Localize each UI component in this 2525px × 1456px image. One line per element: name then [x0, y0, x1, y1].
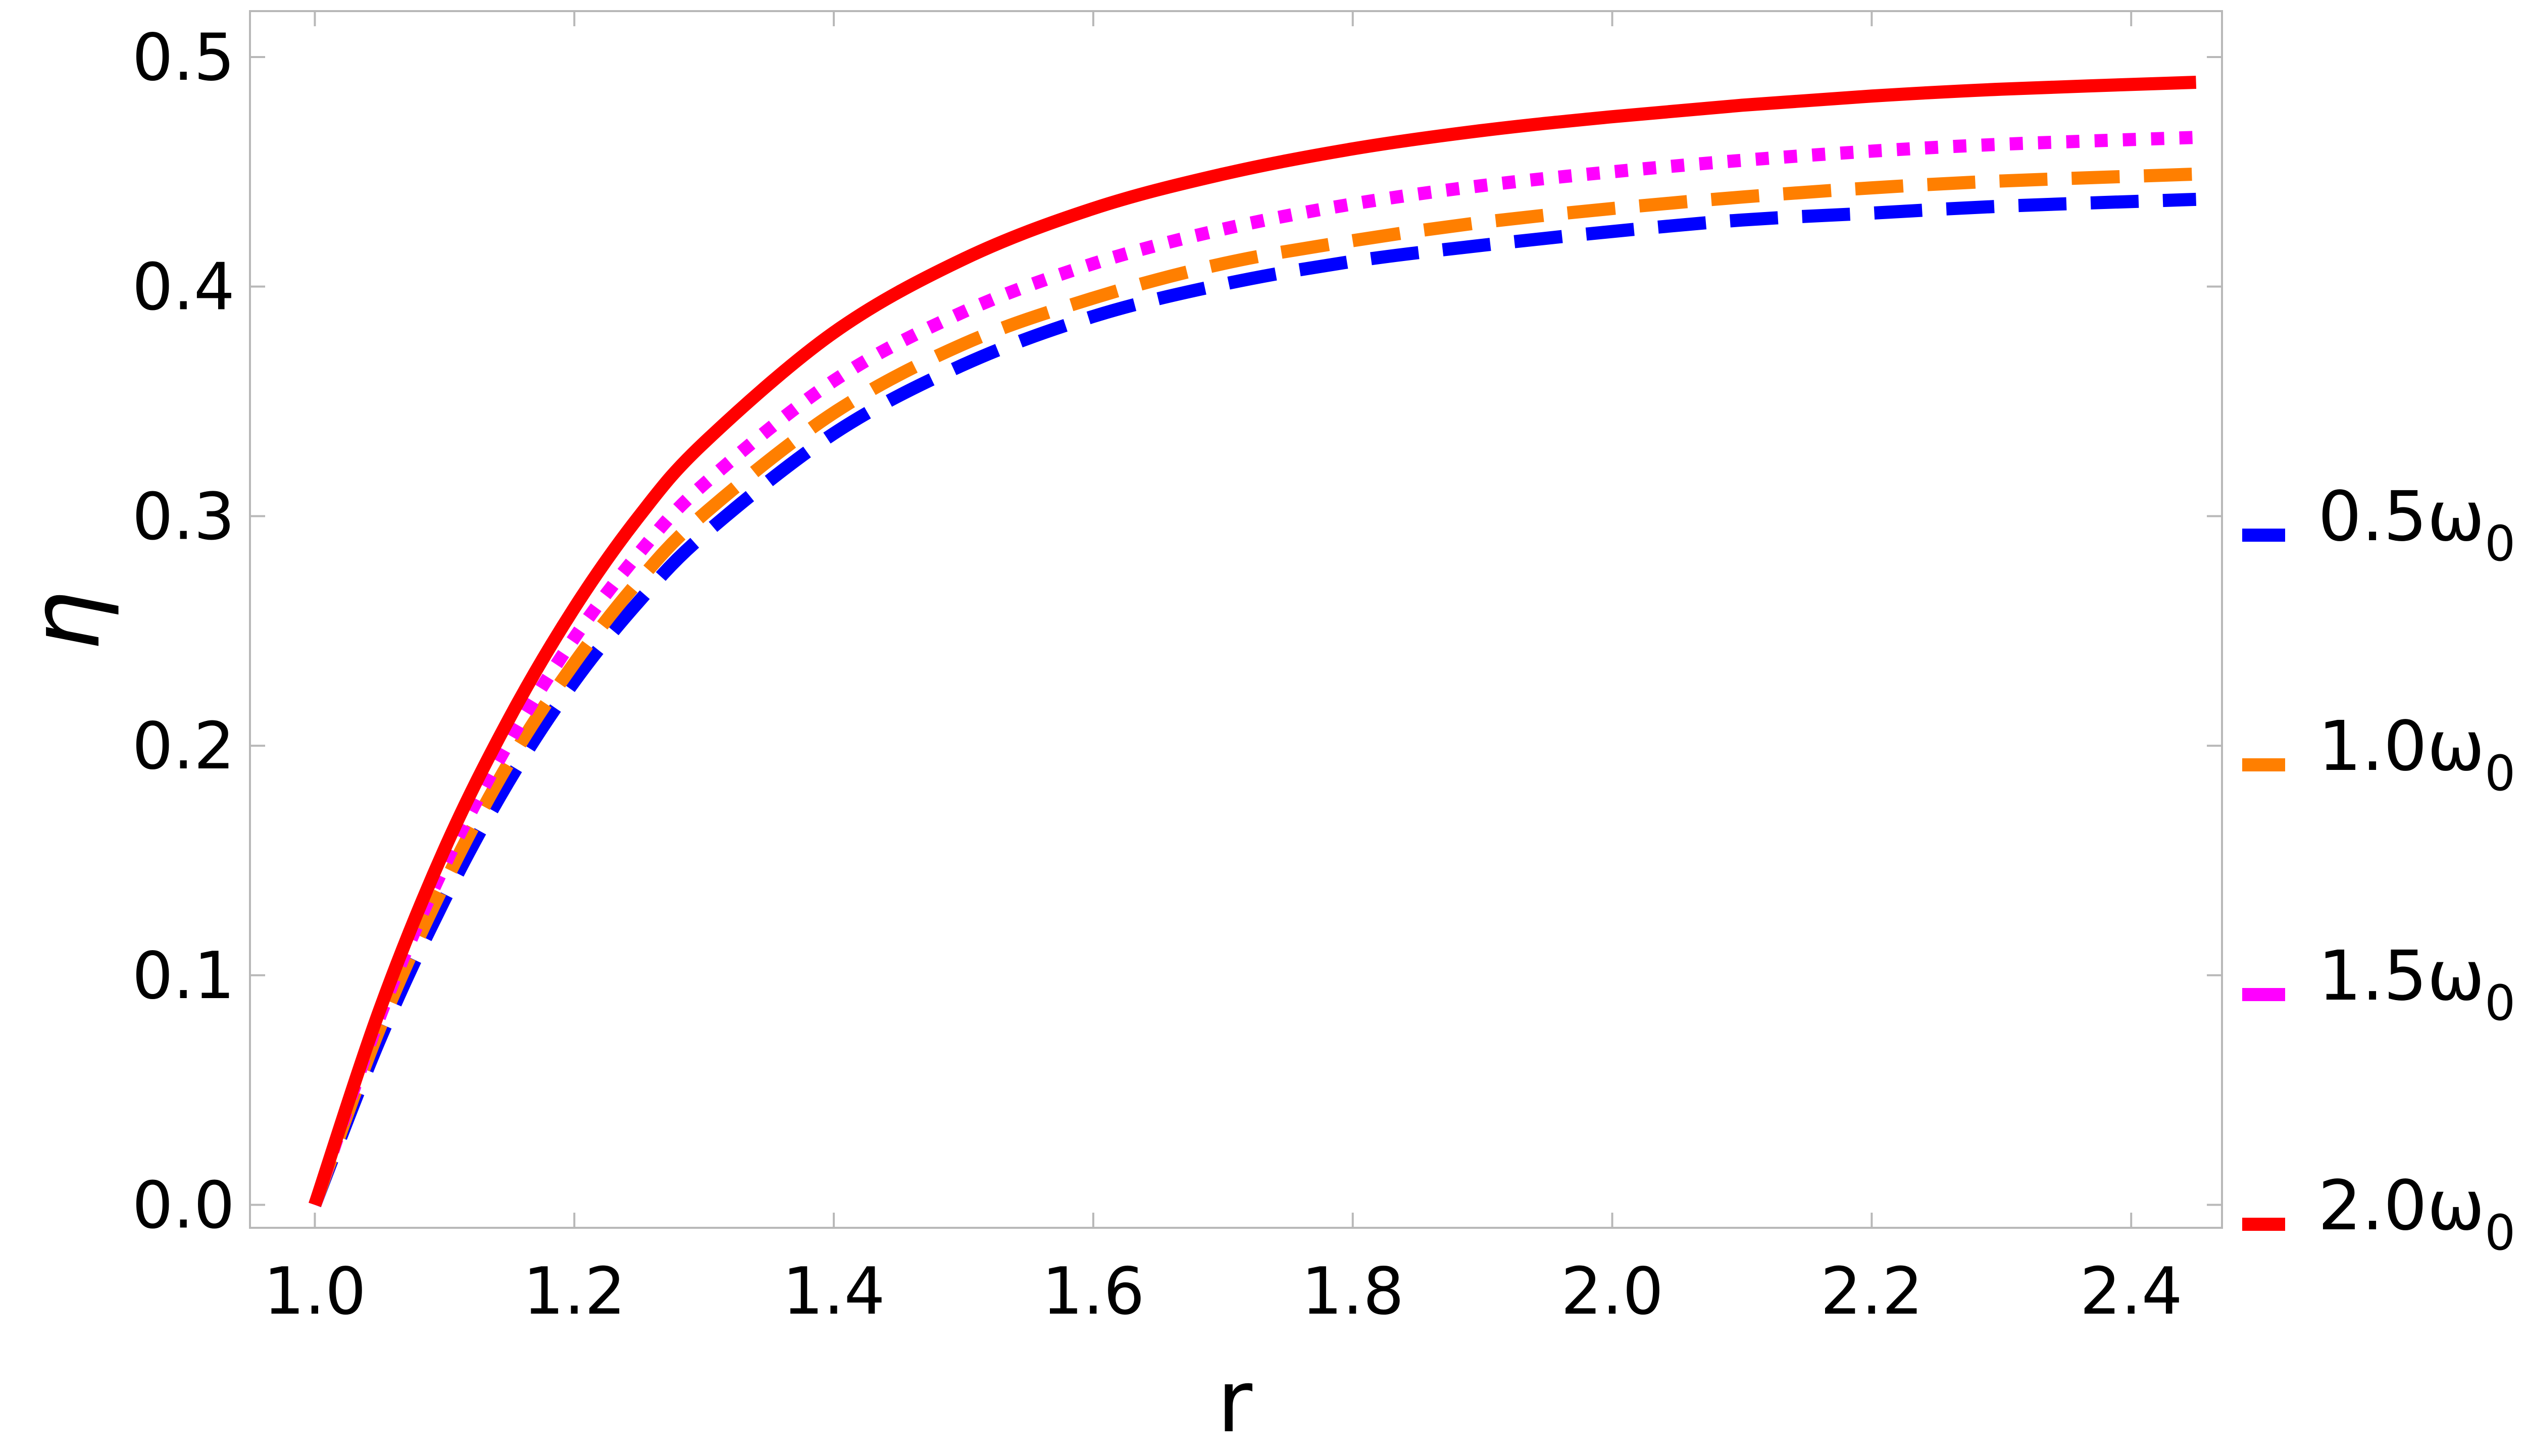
- plot-frame: [249, 10, 2223, 1229]
- x-tick-labels: 1.0 1.2 1.4 1.6 1.8 2.0 2.2 2.4: [264, 1254, 2183, 1329]
- tick-marks: [250, 11, 2222, 1228]
- series-line-3: [309, 131, 2197, 1207]
- x-tick-label: 2.2: [1821, 1254, 1924, 1329]
- series-line-4: [309, 75, 2197, 1207]
- series-layer: [309, 75, 2197, 1208]
- series-line-2: [309, 167, 2197, 1208]
- legend-label: 2.0ω0: [2318, 1166, 2515, 1261]
- x-tick-label: 1.0: [264, 1254, 367, 1329]
- legend-label: 0.5ω0: [2318, 477, 2515, 572]
- y-tick-label: 0.3: [132, 479, 235, 554]
- y-tick-label: 0.4: [132, 250, 235, 325]
- legend: 0.5ω0 1.0ω0 1.5ω0 2.0ω0: [2242, 477, 2515, 1261]
- x-tick-label: 1.6: [1042, 1254, 1145, 1329]
- legend-label: 1.0ω0: [2318, 707, 2515, 802]
- y-tick-label: 0.1: [132, 939, 235, 1014]
- x-tick-label: 2.0: [1561, 1254, 1664, 1329]
- x-axis-label: r: [1217, 1352, 1252, 1452]
- x-tick-label: 1.2: [523, 1254, 626, 1329]
- y-axis-label: η: [10, 591, 121, 651]
- y-tick-label: 0.2: [132, 709, 235, 784]
- x-tick-label: 1.4: [782, 1254, 885, 1329]
- y-tick-label: 0.0: [132, 1168, 235, 1243]
- legend-label: 1.5ω0: [2318, 937, 2515, 1031]
- series-line-1: [309, 192, 2197, 1208]
- x-tick-label: 2.4: [2080, 1254, 2183, 1329]
- y-tick-label: 0.5: [132, 20, 235, 95]
- x-tick-label: 1.8: [1301, 1254, 1404, 1329]
- y-tick-labels: 0.0 0.1 0.2 0.3 0.4 0.5: [132, 20, 235, 1243]
